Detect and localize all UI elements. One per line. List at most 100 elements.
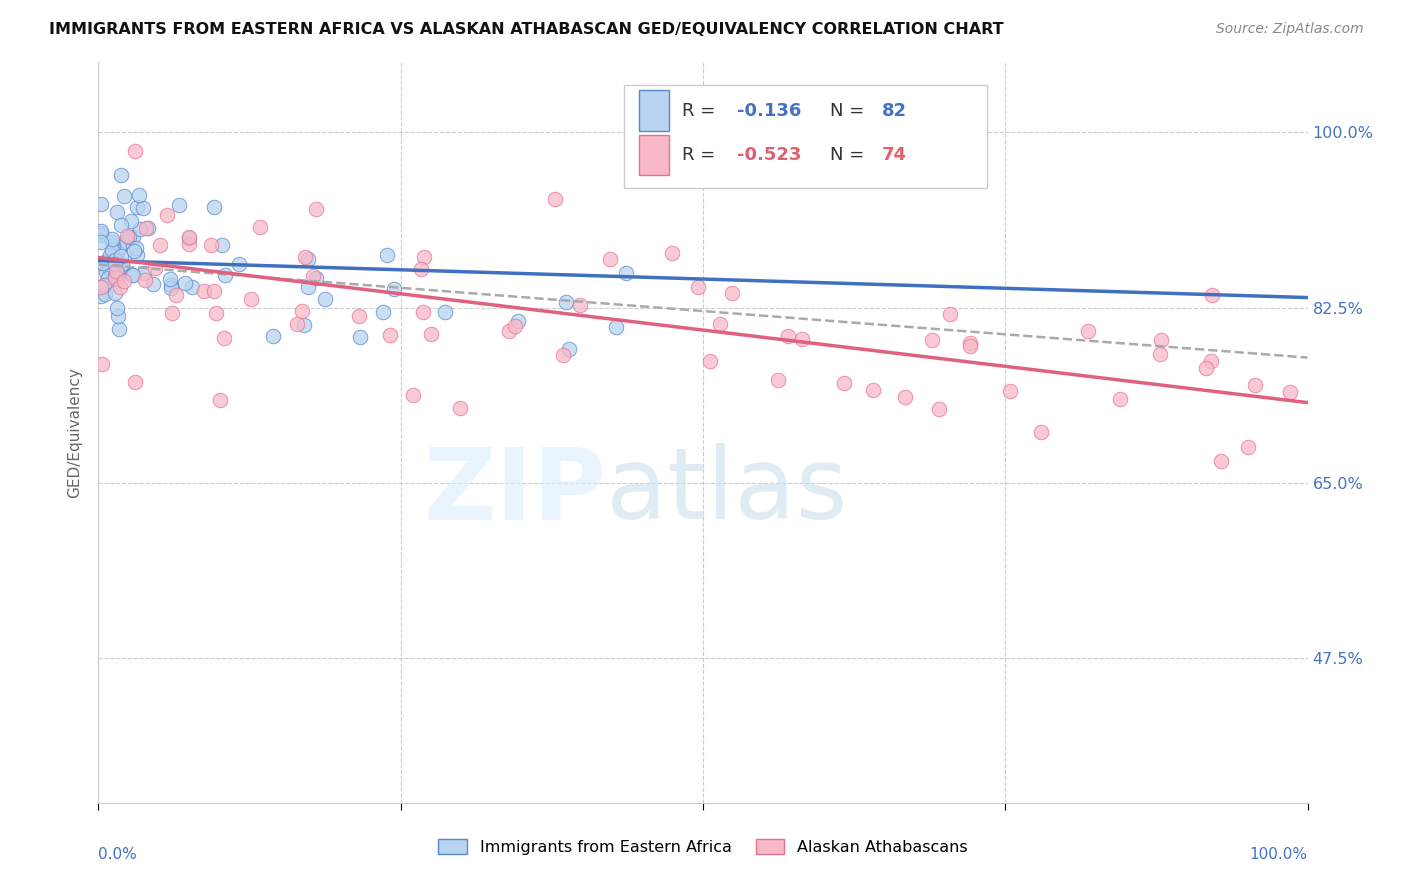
Bar xyxy=(638,135,669,176)
Point xyxy=(104,257,127,271)
Point xyxy=(305,202,328,217)
Point xyxy=(402,388,425,402)
Text: atlas: atlas xyxy=(606,443,848,541)
Point xyxy=(544,192,567,206)
Text: Source: ZipAtlas.com: Source: ZipAtlas.com xyxy=(1216,22,1364,37)
Point xyxy=(108,242,131,256)
Point xyxy=(314,292,336,306)
Point xyxy=(239,292,262,306)
Point xyxy=(134,266,156,280)
Point xyxy=(1244,378,1267,392)
Point xyxy=(125,241,148,255)
Point xyxy=(105,204,128,219)
Point xyxy=(375,248,398,262)
Point xyxy=(1199,354,1222,368)
Point xyxy=(101,239,124,253)
Point xyxy=(101,235,124,250)
Point xyxy=(104,268,127,283)
Point xyxy=(112,189,135,203)
Text: 0.0%: 0.0% xyxy=(98,847,138,863)
Point xyxy=(131,201,153,215)
Point xyxy=(1108,392,1130,406)
Point xyxy=(136,221,159,235)
Point xyxy=(165,288,187,302)
Point xyxy=(156,208,179,222)
Point xyxy=(614,266,637,280)
Point xyxy=(202,284,225,298)
Point xyxy=(181,280,204,294)
Point xyxy=(160,281,183,295)
Point xyxy=(211,238,233,252)
Point xyxy=(129,221,152,235)
Point xyxy=(291,304,314,318)
Point xyxy=(498,324,520,338)
Point xyxy=(449,401,471,415)
Bar xyxy=(638,90,669,131)
Point xyxy=(1237,440,1260,454)
Point xyxy=(686,280,709,294)
Point xyxy=(124,144,146,158)
Point xyxy=(108,279,131,293)
Point xyxy=(149,238,172,252)
Point xyxy=(94,286,117,301)
Point xyxy=(134,273,156,287)
Point xyxy=(124,244,146,258)
Point xyxy=(506,313,529,327)
Point xyxy=(382,282,405,296)
Text: N =: N = xyxy=(830,146,870,164)
Point xyxy=(371,305,394,319)
Point xyxy=(101,232,124,246)
Point xyxy=(959,339,981,353)
Point xyxy=(115,234,138,248)
Point xyxy=(434,305,457,319)
Text: N =: N = xyxy=(830,102,870,120)
Point xyxy=(118,230,141,244)
Point xyxy=(766,373,789,387)
Point xyxy=(200,238,222,252)
Point xyxy=(169,198,191,212)
Point xyxy=(101,238,124,252)
Point xyxy=(1201,288,1223,302)
Point xyxy=(159,272,181,286)
Point xyxy=(205,306,228,320)
Point xyxy=(558,342,581,356)
Point xyxy=(120,214,142,228)
Point xyxy=(862,383,884,397)
Point xyxy=(1278,384,1301,399)
Text: R =: R = xyxy=(682,146,721,164)
Point xyxy=(568,298,591,312)
Point xyxy=(143,260,166,275)
Legend: Immigrants from Eastern Africa, Alaskan Athabascans: Immigrants from Eastern Africa, Alaskan … xyxy=(432,833,974,862)
Point xyxy=(108,322,131,336)
Point xyxy=(1195,361,1218,376)
Point xyxy=(179,236,201,251)
Point xyxy=(262,328,284,343)
Point xyxy=(599,252,621,266)
Text: -0.136: -0.136 xyxy=(737,102,801,120)
Point xyxy=(411,261,433,276)
Point xyxy=(921,333,943,347)
FancyBboxPatch shape xyxy=(624,85,987,188)
Point xyxy=(135,221,157,235)
Point xyxy=(91,256,114,270)
Point xyxy=(105,264,128,278)
Point xyxy=(127,200,149,214)
Point xyxy=(420,326,443,341)
Text: R =: R = xyxy=(682,102,721,120)
Point xyxy=(90,289,112,303)
Point xyxy=(412,305,434,319)
Point xyxy=(893,390,915,404)
Point xyxy=(214,268,236,282)
Point xyxy=(104,270,127,285)
Point xyxy=(104,250,127,264)
Point xyxy=(90,226,112,240)
Point xyxy=(305,271,328,285)
Point xyxy=(124,376,146,390)
Point xyxy=(1150,333,1173,347)
Point xyxy=(105,265,128,279)
Point xyxy=(90,228,112,243)
Point xyxy=(380,328,402,343)
Point xyxy=(96,254,118,268)
Point xyxy=(97,261,120,276)
Text: 74: 74 xyxy=(882,146,907,164)
